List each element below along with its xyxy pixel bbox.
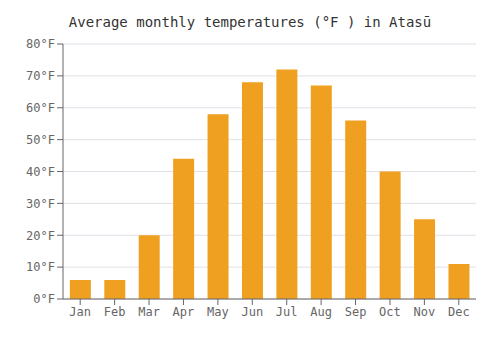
svg-text:May: May — [207, 305, 229, 319]
svg-text:Sep: Sep — [345, 305, 367, 319]
svg-text:Jun: Jun — [241, 305, 263, 319]
svg-text:Nov: Nov — [414, 305, 436, 319]
svg-text:Feb: Feb — [104, 305, 126, 319]
html-text:Average monthly temperatures (: Average monthly temperatures (°F ) in At… — [68, 14, 432, 30]
svg-text:40°F: 40°F — [26, 165, 55, 179]
svg-text:10°F: 10°F — [26, 260, 55, 274]
svg-text:0°F: 0°F — [33, 292, 55, 306]
svg-text:Jan: Jan — [69, 305, 91, 319]
svg-text:60°F: 60°F — [26, 101, 55, 115]
svg-text:30°F: 30°F — [26, 197, 55, 211]
svg-text:Apr: Apr — [173, 305, 195, 319]
svg-text:Aug: Aug — [310, 305, 332, 319]
svg-text:Oct: Oct — [379, 305, 401, 319]
svg-text:50°F: 50°F — [26, 133, 55, 147]
svg-text:Jul: Jul — [276, 305, 298, 319]
svg-text:70°F: 70°F — [26, 69, 55, 83]
svg-text:Dec: Dec — [448, 305, 470, 319]
svg-text:80°F: 80°F — [26, 37, 55, 51]
svg-text:20°F: 20°F — [26, 229, 55, 243]
svg-text:Mar: Mar — [138, 305, 160, 319]
